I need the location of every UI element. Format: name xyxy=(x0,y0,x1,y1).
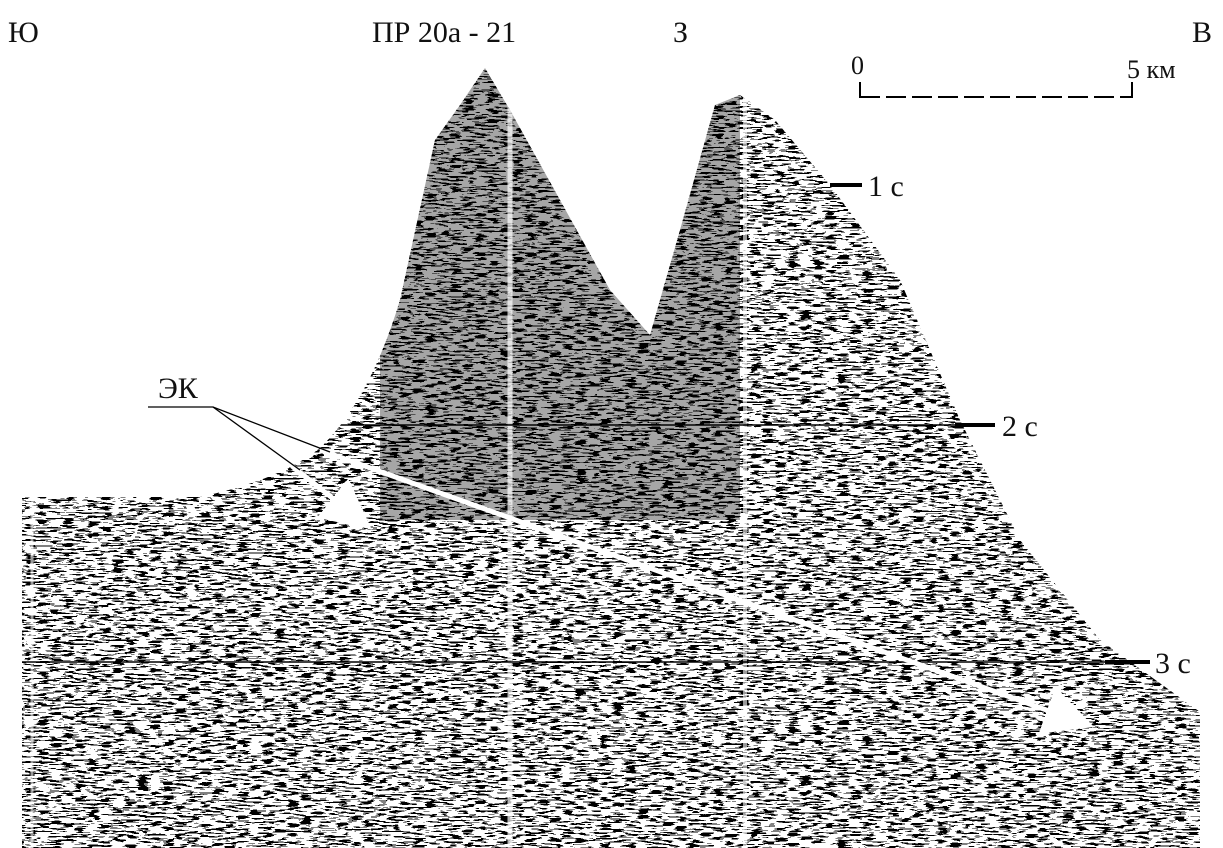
direction-label: З xyxy=(673,16,688,49)
seismic-section xyxy=(0,0,1223,848)
scale-bar: 0 5 км xyxy=(851,51,1176,98)
profile-label: ПР 20а - 21 xyxy=(372,16,516,49)
time-label: 3 с xyxy=(1155,647,1191,680)
seismic-figure: ЭК Ю ПР 20а - 21 З В 0 5 км 1 с 2 с 3 с xyxy=(0,0,1223,848)
scale-label: 5 км xyxy=(1127,55,1176,84)
leader-line xyxy=(213,407,300,470)
direction-label: В xyxy=(1192,16,1212,49)
annotation: ЭК xyxy=(158,372,199,405)
scale-label: 0 xyxy=(851,51,864,80)
leader-line xyxy=(148,407,330,452)
time-label: 2 с xyxy=(1002,410,1038,443)
time-label: 1 с xyxy=(868,170,904,203)
direction-label: Ю xyxy=(8,16,39,49)
